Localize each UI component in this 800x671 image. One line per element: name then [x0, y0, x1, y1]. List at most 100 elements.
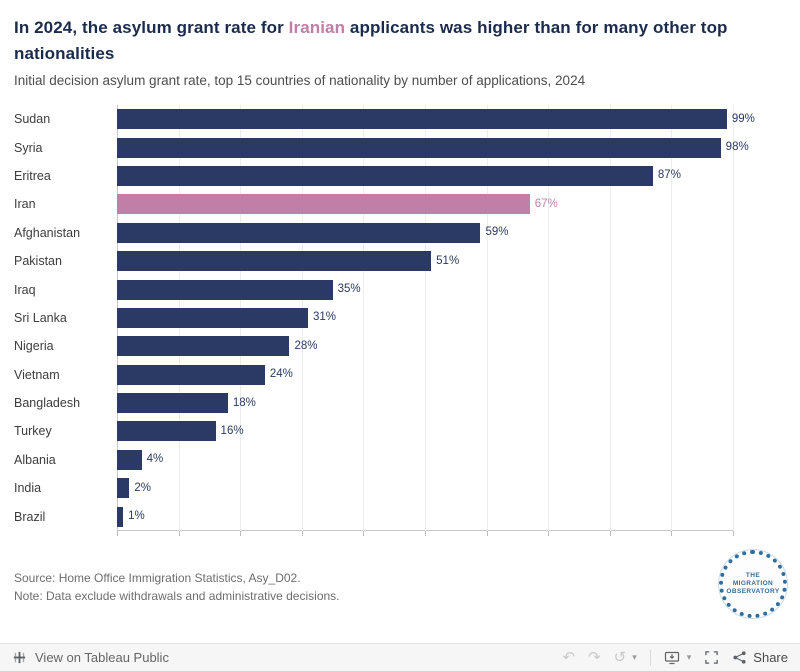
bar-area: 59% [117, 222, 757, 243]
bar-turkey[interactable] [117, 421, 216, 442]
redo-icon[interactable]: ↷ [588, 649, 601, 666]
bar-area: 31% [117, 307, 757, 328]
bar-area: 35% [117, 279, 757, 300]
chart-row: Eritrea 87% [14, 162, 786, 190]
chart-row: Albania 4% [14, 446, 786, 474]
bar-iran[interactable] [117, 194, 530, 215]
category-label: Albania [14, 452, 56, 467]
share-icon [732, 650, 747, 665]
gridline [363, 105, 365, 531]
chart-row: Iran 67% [14, 190, 786, 218]
bar-sudan[interactable] [117, 109, 727, 130]
gridline [548, 105, 550, 531]
value-label: 28% [294, 339, 318, 352]
value-label: 98% [725, 141, 749, 154]
gridline [609, 105, 611, 531]
category-label: Turkey [14, 424, 52, 439]
axis-tick [117, 531, 118, 536]
bar-syria[interactable] [117, 137, 721, 158]
axis-tick [671, 531, 673, 536]
category-label: Sudan [14, 112, 51, 127]
chart-row: Afghanistan 59% [14, 219, 786, 247]
toolbar-actions: ↶ ↷ ↺ ▾ ▾ [562, 649, 788, 666]
bar-area: 28% [117, 336, 757, 357]
category-label: Nigeria [14, 339, 54, 354]
category-label: Afghanistan [14, 225, 81, 240]
undo-icon[interactable]: ↶ [562, 649, 576, 666]
value-label: 4% [146, 453, 164, 466]
bar-iraq[interactable] [117, 279, 333, 300]
axis-tick [363, 531, 365, 536]
value-label: 51% [436, 254, 460, 267]
chart-header: In 2024, the asylum grant rate for Irani… [0, 0, 800, 88]
axis-tick [548, 531, 550, 536]
axis-tick [178, 531, 180, 536]
bar-area: 4% [117, 449, 757, 470]
category-label: Iran [14, 197, 36, 212]
bar-eritrea[interactable] [117, 165, 653, 186]
view-on-tableau-link[interactable]: View on Tableau Public [12, 650, 169, 665]
chart-row: Turkey 16% [14, 417, 786, 445]
axis-tick [733, 531, 734, 536]
value-label: 59% [485, 226, 509, 239]
value-label: 1% [128, 510, 145, 523]
bar-area: 99% [117, 109, 757, 130]
reset-icon[interactable]: ↺ [613, 649, 627, 666]
share-label: Share [753, 650, 788, 665]
bar-area: 87% [117, 165, 757, 186]
value-label: 2% [134, 481, 151, 494]
axis-tick [609, 531, 611, 536]
migration-observatory-logo: THE MIGRATION OBSERVATORY [719, 550, 787, 618]
note-text: Note: Data exclude withdrawals and admin… [14, 589, 340, 603]
bar-area: 51% [117, 251, 757, 272]
value-label: 87% [657, 169, 681, 182]
chart-row: Sri Lanka 31% [14, 304, 786, 332]
gridline [671, 105, 673, 531]
chart-footer: Source: Home Office Immigration Statisti… [14, 569, 340, 605]
value-label: 67% [534, 197, 558, 210]
chart-row: Sudan 99% [14, 105, 786, 133]
source-text: Source: Home Office Immigration Statisti… [14, 571, 301, 585]
download-icon[interactable] [664, 650, 681, 666]
chart-subtitle: Initial decision asylum grant rate, top … [14, 73, 586, 88]
bar-brazil[interactable] [117, 506, 124, 527]
category-label: Pakistan [14, 254, 62, 269]
bar-area: 1% [117, 506, 757, 527]
bar-albania[interactable] [117, 449, 142, 470]
bar-area: 24% [117, 364, 757, 385]
more-options-caret-icon[interactable]: ▾ [632, 652, 637, 662]
chart-row: Nigeria 28% [14, 332, 786, 360]
bar-pakistan[interactable] [117, 251, 432, 272]
bar-area: 18% [117, 393, 757, 414]
bar-area: 67% [117, 194, 757, 215]
axis-tick [425, 531, 426, 536]
gridline [733, 105, 734, 531]
chart-row: Vietnam 24% [14, 361, 786, 389]
toolbar-separator [649, 649, 651, 666]
category-label: Brazil [14, 509, 46, 524]
bar-afghanistan[interactable] [117, 222, 481, 243]
bar-area: 2% [117, 478, 757, 499]
category-label: Syria [14, 140, 43, 155]
bar-sri-lanka[interactable] [117, 307, 308, 328]
title-suffix: applicants was higher than for many othe… [14, 18, 728, 63]
tableau-logo-icon [12, 650, 27, 665]
gridline [425, 105, 426, 531]
chart-row: Iraq 35% [14, 275, 786, 303]
share-button[interactable]: Share [732, 650, 788, 665]
value-label: 16% [220, 424, 244, 437]
category-label: Bangladesh [14, 396, 81, 411]
fullscreen-icon[interactable] [704, 650, 719, 665]
bar-nigeria[interactable] [117, 336, 290, 357]
chart-row: India 2% [14, 474, 786, 502]
bar-bangladesh[interactable] [117, 393, 228, 414]
gridline [486, 105, 488, 531]
value-label: 31% [312, 311, 336, 324]
category-label: Vietnam [14, 367, 60, 382]
title-highlight: Iranian [288, 18, 346, 37]
chart-row: Pakistan 51% [14, 247, 786, 275]
bar-vietnam[interactable] [117, 364, 265, 385]
bar-india[interactable] [117, 478, 130, 499]
download-caret-icon[interactable]: ▾ [686, 652, 692, 662]
logo-text: THE MIGRATION OBSERVATORY [726, 572, 780, 595]
